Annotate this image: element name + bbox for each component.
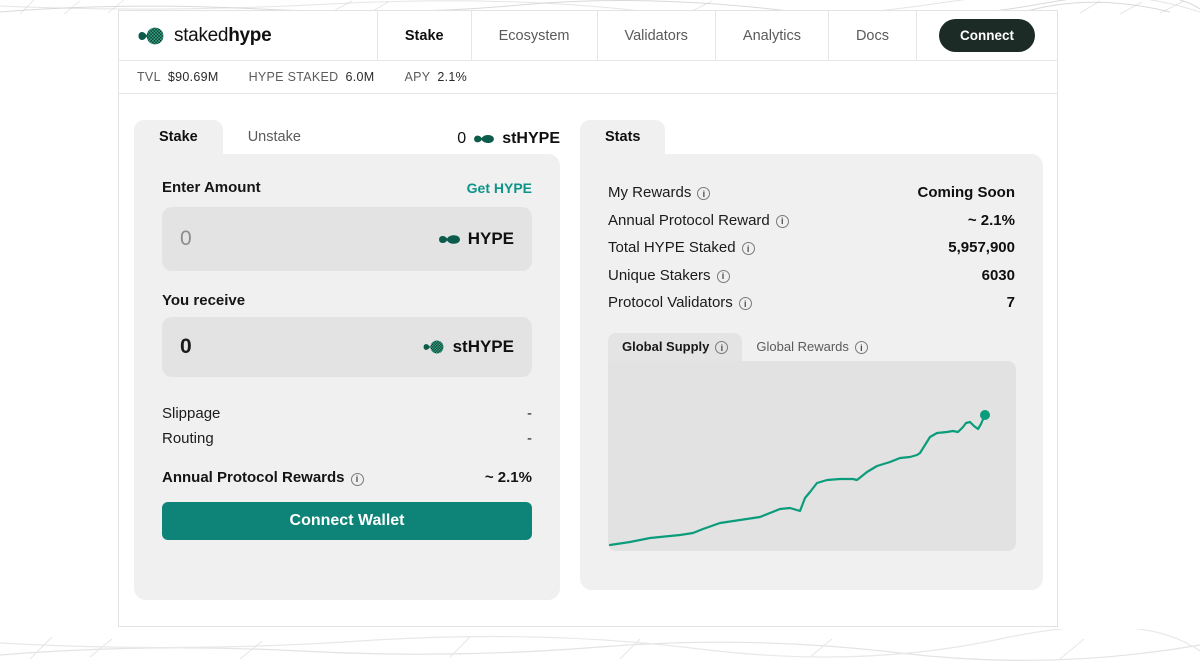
connect-wallet-button[interactable]: Connect Wallet	[162, 502, 532, 540]
info-icon[interactable]	[350, 472, 364, 486]
stat-hype-staked: HYPE STAKED 6.0M	[249, 70, 375, 84]
unique-stakers-label: Unique Stakers	[608, 266, 711, 284]
nav-connect-cell: Connect	[916, 11, 1057, 60]
info-icon[interactable]	[738, 297, 752, 311]
stat-row-protocol-validators: Protocol Validators 7	[608, 289, 1015, 317]
stat-tvl: TVL $90.69M	[137, 70, 219, 84]
stake-amount-placeholder: 0	[180, 227, 192, 250]
total-staked-label: Total HYPE Staked	[608, 239, 736, 257]
balance-amount: 0	[457, 130, 467, 147]
my-rewards-label: My Rewards	[608, 184, 692, 202]
routing-value: -	[527, 430, 532, 447]
stat-row-unique-stakers: Unique Stakers 6030	[608, 262, 1015, 290]
protocol-validators-label: Protocol Validators	[608, 294, 733, 312]
connect-button[interactable]: Connect	[939, 19, 1035, 52]
global-supply-chart	[608, 360, 1016, 551]
tab-stake[interactable]: Stake	[134, 120, 223, 154]
receive-token: stHYPE	[422, 337, 514, 357]
nav-item-ecosystem[interactable]: Ecosystem	[470, 11, 597, 60]
receive-amount-output: 0 stHYPE	[162, 317, 532, 377]
nav-menu: Stake Ecosystem Validators Analytics Doc…	[376, 11, 1057, 60]
input-token: HYPE	[438, 229, 514, 249]
chart-tabs: Global Supply Global Rewards	[608, 332, 1015, 361]
annual-rewards-label: Annual Protocol Rewards	[162, 469, 345, 486]
chart-endpoint-dot	[980, 409, 990, 420]
stat-apy: APY 2.1%	[404, 70, 467, 84]
brand-logo[interactable]: stakedhype	[119, 11, 377, 60]
info-icon[interactable]	[697, 187, 711, 201]
global-supply-label: Global Supply	[622, 339, 710, 354]
brand-name: stakedhype	[174, 24, 272, 46]
unique-stakers-value: 6030	[981, 266, 1015, 284]
supply-chart-svg	[608, 409, 990, 546]
chart-line	[608, 413, 987, 546]
main-content: Stake Unstake 0 stHYPE Enter Amount Get …	[119, 94, 1057, 600]
stat-hype-staked-value: 6.0M	[345, 70, 375, 84]
slippage-label: Slippage	[162, 405, 221, 422]
hype-token-icon	[438, 234, 460, 244]
top-navigation: stakedhype Stake Ecosystem Validators An…	[119, 11, 1057, 61]
total-staked-value: 5,957,900	[948, 239, 1015, 257]
tab-unstake[interactable]: Unstake	[247, 129, 301, 145]
stat-row-annual-reward: Annual Protocol Reward ~ 2.1%	[608, 207, 1015, 235]
stat-apy-label: APY	[404, 70, 431, 84]
protocol-validators-value: 7	[1006, 294, 1015, 312]
stat-tvl-value: $90.69M	[167, 70, 219, 84]
stat-hype-staked-label: HYPE STAKED	[248, 70, 339, 84]
you-receive-label: You receive	[162, 292, 246, 309]
global-rewards-label: Global Rewards	[756, 339, 849, 354]
protocol-stats-bar: TVL $90.69M HYPE STAKED 6.0M APY 2.1%	[119, 61, 1057, 94]
stake-section: Stake Unstake 0 stHYPE Enter Amount Get …	[134, 120, 560, 600]
sthype-balance: 0 stHYPE	[457, 130, 560, 154]
info-icon[interactable]	[775, 214, 789, 228]
main-panel: stakedhype Stake Ecosystem Validators An…	[118, 10, 1058, 627]
get-hype-link[interactable]: Get HYPE	[466, 179, 532, 196]
stats-section: Stats My Rewards Coming Soon Annual Prot…	[580, 120, 1043, 600]
decorative-contour-bottom	[0, 629, 1200, 661]
tab-global-supply[interactable]: Global Supply	[608, 332, 743, 361]
stats-tabs: Stats	[580, 120, 1043, 154]
info-icon[interactable]	[741, 242, 755, 256]
sthype-checkered-icon	[423, 340, 443, 354]
annual-reward-value: ~ 2.1%	[967, 211, 1015, 229]
stake-amount-input[interactable]: 0 HYPE	[162, 207, 532, 271]
routing-label: Routing	[162, 430, 214, 447]
stat-row-my-rewards: My Rewards Coming Soon	[608, 179, 1015, 207]
sthype-token-icon	[474, 134, 495, 144]
stat-apy-value: 2.1%	[437, 70, 468, 84]
info-icon[interactable]	[854, 341, 868, 354]
slippage-row: Slippage -	[162, 401, 532, 426]
nav-item-analytics[interactable]: Analytics	[714, 11, 828, 60]
annual-reward-label: Annual Protocol Reward	[608, 211, 770, 229]
brand-logo-icon	[138, 27, 164, 44]
routing-row: Routing -	[162, 426, 532, 451]
nav-item-stake[interactable]: Stake	[376, 11, 471, 60]
stats-card: My Rewards Coming Soon Annual Protocol R…	[580, 154, 1043, 590]
annual-rewards-row: Annual Protocol Rewards ~ 2.1%	[162, 466, 532, 490]
tab-global-rewards[interactable]: Global Rewards	[742, 333, 882, 361]
my-rewards-value: Coming Soon	[917, 184, 1016, 202]
nav-item-docs[interactable]: Docs	[827, 11, 916, 60]
stat-tvl-label: TVL	[137, 70, 161, 84]
info-icon[interactable]	[715, 341, 729, 354]
tab-stats[interactable]: Stats	[580, 120, 666, 154]
stake-tabs: Stake Unstake 0 stHYPE	[134, 120, 560, 154]
balance-token: stHYPE	[502, 130, 560, 147]
stat-row-total-staked: Total HYPE Staked 5,957,900	[608, 234, 1015, 262]
receive-token-label: stHYPE	[452, 337, 514, 356]
receive-amount-value: 0	[180, 335, 192, 358]
slippage-value: -	[527, 405, 532, 422]
enter-amount-label: Enter Amount	[162, 179, 261, 196]
nav-item-validators[interactable]: Validators	[596, 11, 715, 60]
stake-card: Enter Amount Get HYPE 0 HYPE You receive	[134, 154, 560, 600]
annual-rewards-value: ~ 2.1%	[484, 469, 532, 486]
input-token-label: HYPE	[467, 229, 514, 248]
info-icon[interactable]	[716, 269, 730, 283]
